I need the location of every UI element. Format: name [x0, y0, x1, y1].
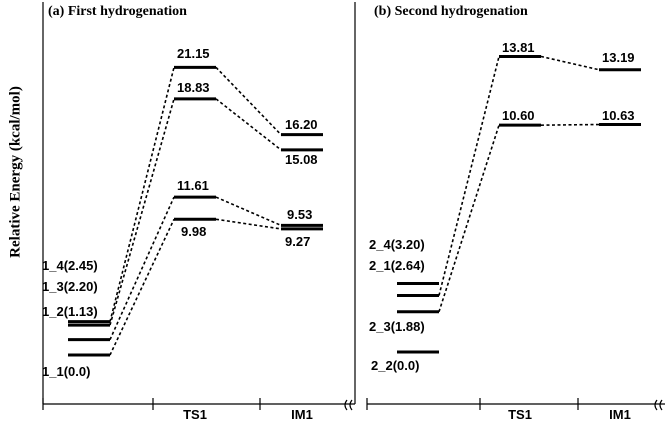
energy-label: 10.63	[602, 108, 635, 123]
pathway-connector	[215, 196, 282, 227]
pathway-connector	[540, 123, 600, 126]
panel-title: (a) First hydrogenation	[48, 4, 187, 19]
energy-label: 11.61	[177, 178, 209, 193]
stage-label: TS1	[183, 407, 207, 422]
energy-label: 1_4(2.45)	[42, 258, 98, 273]
panel-title: (b) Second hydrogenation	[374, 4, 528, 19]
energy-label: 21.15	[177, 46, 210, 61]
energy-label: 9.27	[285, 234, 310, 249]
energy-label: 13.19	[602, 50, 635, 65]
energy-label: 2_2(0.0)	[371, 358, 419, 373]
pathway-connector	[540, 55, 600, 71]
pathway-connector	[109, 98, 175, 326]
y-axis-label: Relative Energy (kcal/mol)	[7, 86, 23, 258]
energy-label: 1_3(2.20)	[42, 279, 98, 294]
energy-label: 9.53	[287, 207, 312, 222]
energy-label: 2_4(3.20)	[369, 237, 425, 252]
stage-label: IM1	[291, 407, 313, 422]
energy-label: 10.60	[502, 108, 535, 123]
energy-label: 2_3(1.88)	[369, 319, 425, 334]
stage-label: IM1	[609, 407, 631, 422]
pathway-connector	[438, 56, 500, 296]
energy-label: 16.20	[285, 117, 318, 132]
pathway-connector	[215, 66, 282, 136]
energy-label: 13.81	[502, 40, 535, 55]
pathway-connector	[215, 98, 282, 151]
pathway-connector	[109, 67, 175, 322]
pathway-connector	[109, 196, 175, 340]
energy-label: 9.98	[181, 224, 206, 239]
panel-b-frame	[366, 398, 665, 411]
pathway-connector	[215, 218, 282, 230]
panel-a-frame	[42, 2, 356, 411]
stage-label: TS1	[508, 407, 532, 422]
energy-label: 18.83	[177, 80, 210, 95]
pathway-connector	[438, 124, 500, 313]
pathway-connector	[109, 218, 175, 356]
energy-label: 2_1(2.64)	[369, 258, 425, 273]
energy-label: 1_1(0.0)	[42, 364, 90, 379]
energy-label: 15.08	[285, 152, 318, 167]
energy-label: 1_2(1.13)	[42, 304, 98, 319]
